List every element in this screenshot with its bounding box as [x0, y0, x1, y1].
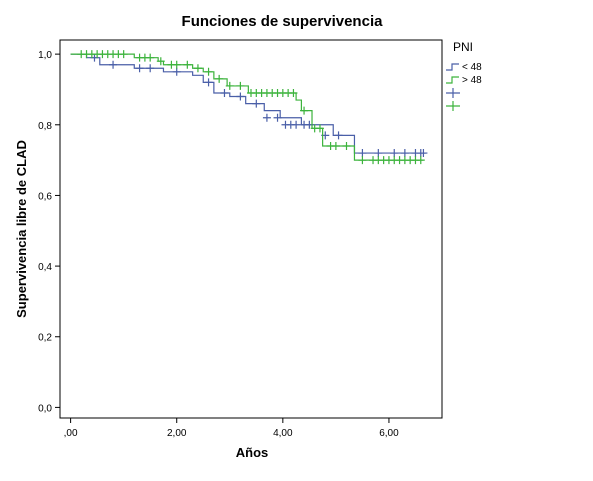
y-axis: 0,0 0,2 0,4 0,6 0,8 1,0: [38, 50, 60, 414]
censor-mark-gt48: [193, 64, 202, 73]
censor-mark-gt48: [289, 88, 298, 97]
censor-mark-gt48: [331, 141, 340, 150]
y-tick-label: 0,0: [38, 403, 52, 414]
censor-mark-gt48: [119, 50, 128, 59]
y-tick-label: 0,8: [38, 121, 52, 132]
censor-mark-gt48: [416, 156, 425, 165]
series-line-gt48: [70, 53, 424, 161]
x-tick-label: 6,00: [379, 428, 399, 439]
x-tick-label: 2,00: [167, 428, 187, 439]
censor-mark-lt48: [419, 149, 428, 158]
legend-title: PNI: [453, 40, 473, 54]
censor-mark-lt48: [358, 149, 367, 158]
chart-title: Funciones de supervivencia: [182, 13, 384, 30]
censor-mark-gt48: [172, 60, 181, 69]
censor-mark-lt48: [135, 64, 144, 73]
legend: PNI < 48 > 48: [446, 40, 482, 111]
y-tick-label: 1,0: [38, 50, 52, 61]
censor-mark-lt48: [292, 120, 301, 129]
censor-mark-lt48: [262, 113, 271, 122]
censor-mark-gt48: [146, 53, 155, 62]
legend-censor-swatch: [446, 101, 460, 111]
censor-mark-gt48: [236, 81, 245, 90]
censor-mark-gt48: [342, 141, 351, 150]
legend-label: > 48: [462, 75, 482, 86]
legend-label: < 48: [462, 62, 482, 73]
legend-line-swatch: [446, 63, 459, 71]
y-tick-label: 0,4: [38, 262, 52, 273]
plot-area: [59, 39, 443, 419]
censor-mark-lt48: [273, 113, 282, 122]
censor-mark-gt48: [204, 67, 213, 76]
censor-mark-gt48: [358, 156, 367, 165]
y-tick-label: 0,6: [38, 191, 52, 202]
censor-mark-gt48: [225, 81, 234, 90]
censor-mark-lt48: [252, 99, 261, 108]
legend-line-swatch: [446, 76, 459, 84]
censor-mark-gt48: [156, 57, 165, 66]
censor-mark-lt48: [390, 149, 399, 158]
y-tick-label: 0,2: [38, 333, 52, 344]
series-layer: [70, 50, 428, 165]
censor-mark-lt48: [220, 88, 229, 97]
censor-mark-lt48: [172, 67, 181, 76]
x-tick-label: ,00: [64, 428, 78, 439]
censor-mark-lt48: [146, 64, 155, 73]
censor-mark-gt48: [215, 74, 224, 83]
x-tick-label: 4,00: [273, 428, 293, 439]
censor-mark-lt48: [236, 92, 245, 101]
censor-mark-gt48: [183, 60, 192, 69]
censor-mark-lt48: [334, 131, 343, 140]
x-axis: ,00 2,00 4,00 6,00: [64, 418, 399, 439]
censor-mark-lt48: [374, 149, 383, 158]
censor-mark-lt48: [109, 60, 118, 69]
x-axis-title: Años: [236, 445, 269, 460]
censor-mark-gt48: [300, 106, 309, 115]
censor-mark-lt48: [400, 149, 409, 158]
series-line-lt48: [70, 53, 427, 154]
y-axis-title: Supervivencia libre de CLAD: [14, 140, 29, 318]
censor-mark-gt48: [315, 124, 324, 133]
legend-censor-swatch: [446, 88, 460, 98]
censor-mark-lt48: [204, 78, 213, 87]
